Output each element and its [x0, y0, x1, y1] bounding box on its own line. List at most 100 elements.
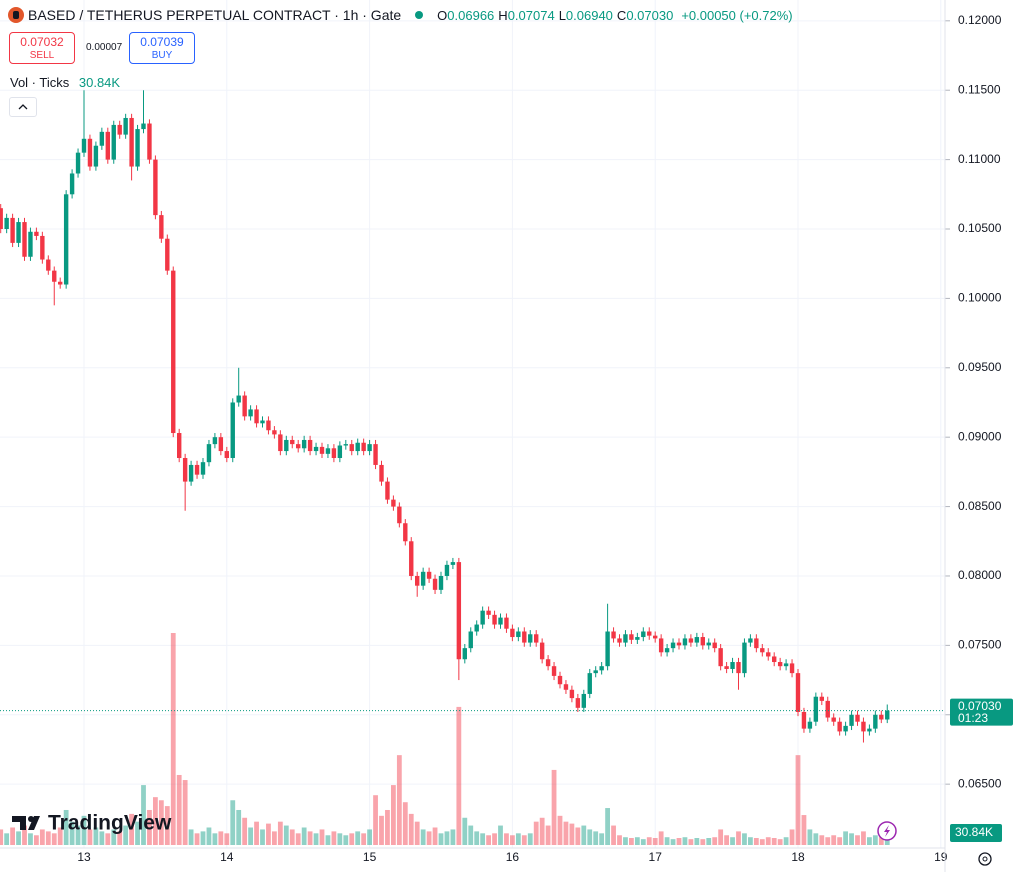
- candle-body: [688, 638, 694, 643]
- volume-bar: [545, 825, 551, 845]
- volume-bar: [765, 837, 771, 845]
- candle-body: [492, 614, 497, 625]
- volume-bar: [587, 829, 593, 845]
- symbol-title[interactable]: BASED / TETHERUS PERPETUAL CONTRACT · 1h…: [28, 7, 402, 23]
- volume-bar: [670, 839, 676, 845]
- volume-bar: [408, 813, 414, 845]
- volume-bar: [789, 829, 795, 845]
- volume-bar: [218, 831, 224, 845]
- candle-body: [10, 217, 15, 243]
- candle-body: [575, 698, 581, 708]
- volume-bar: [468, 825, 474, 845]
- x-tick-label: 19: [934, 850, 948, 864]
- volume-bar: [170, 633, 176, 845]
- volume-bar: [629, 837, 634, 845]
- candle-body: [22, 222, 27, 257]
- volume-bar: [617, 835, 622, 845]
- candle-body: [736, 662, 741, 674]
- ohlc-label: H: [498, 7, 508, 23]
- candle-body: [498, 617, 503, 625]
- volume-bar: [510, 835, 515, 845]
- candle-body: [28, 231, 33, 257]
- candle-body: [658, 638, 664, 653]
- volume-bar: [337, 833, 343, 845]
- candle-body: [284, 439, 289, 452]
- volume-bar: [813, 833, 819, 845]
- volume-bar: [861, 831, 866, 845]
- candle-body: [212, 437, 218, 445]
- candle-body: [403, 523, 408, 542]
- volume-bar: [486, 835, 491, 845]
- candle-body: [46, 259, 51, 271]
- sell-price: 0.07032: [20, 35, 64, 49]
- volume-bar: [135, 821, 140, 845]
- collapse-button[interactable]: [9, 97, 37, 117]
- x-tick-label: 14: [220, 850, 234, 864]
- candle-body: [129, 117, 134, 167]
- volume-bar: [819, 835, 825, 845]
- ohlc-value: 0.07074: [507, 7, 555, 23]
- volume-name: Vol · Ticks: [10, 75, 70, 90]
- candle-body: [224, 451, 229, 459]
- volume-bar: [325, 835, 331, 845]
- candle-body: [599, 666, 604, 671]
- ohlc-values: O0.06966 H0.07074 L0.06940 C0.07030: [433, 8, 673, 23]
- candle-body: [730, 662, 735, 669]
- volume-bar: [63, 809, 69, 845]
- ohlc-label: O: [437, 7, 448, 23]
- candle-body: [843, 725, 848, 732]
- candle-body: [777, 662, 783, 667]
- volume-bar: [289, 829, 295, 845]
- candle-body: [605, 631, 610, 667]
- volume-value-box: [950, 824, 1002, 843]
- volume-bar: [206, 827, 212, 845]
- volume-bar: [420, 829, 426, 845]
- y-tick-label: 0.10000: [958, 291, 1002, 305]
- settings-icon[interactable]: [978, 852, 992, 866]
- y-tick-label: 0.11000: [958, 152, 1001, 166]
- buy-button[interactable]: 0.07039 BUY: [129, 32, 195, 64]
- candle-body: [801, 711, 807, 729]
- candle-body: [706, 642, 711, 646]
- candle-body: [4, 217, 9, 230]
- volume-bar: [855, 835, 860, 845]
- candle-body: [831, 717, 836, 722]
- volume-bar: [593, 831, 599, 845]
- volume-pane: [0, 633, 890, 845]
- volume-bar: [87, 829, 93, 845]
- volume-bar: [646, 837, 652, 845]
- candle-body: [93, 145, 99, 167]
- volume-bar: [748, 837, 753, 845]
- candle-body: [63, 194, 69, 285]
- y-tick-label: 0.08500: [958, 499, 1002, 513]
- candle-body: [670, 642, 676, 649]
- candle-body: [165, 238, 170, 271]
- sell-button[interactable]: 0.07032 SELL: [9, 32, 75, 64]
- volume-bar: [640, 839, 646, 845]
- volume-bar: [676, 837, 682, 845]
- volume-bar: [706, 837, 712, 845]
- volume-bar: [521, 835, 527, 845]
- volume-bar: [515, 833, 521, 845]
- candle-body: [819, 696, 824, 701]
- volume-bar: [402, 802, 408, 845]
- volume-bar: [426, 831, 432, 845]
- candle-body: [117, 124, 122, 135]
- volume-bar: [313, 833, 319, 845]
- volume-bar: [682, 837, 688, 845]
- candle-body: [171, 270, 176, 434]
- candle-body: [361, 442, 366, 452]
- candle-body: [516, 631, 521, 638]
- candle-body: [867, 728, 872, 732]
- candle-body: [635, 637, 640, 640]
- volume-bar: [694, 837, 700, 845]
- volume-bar: [843, 831, 848, 845]
- market-status: [415, 11, 424, 19]
- buy-price: 0.07039: [140, 35, 184, 49]
- ohlc-value: 0.06940: [565, 7, 613, 23]
- candle-body: [242, 395, 247, 417]
- candle-body: [885, 710, 890, 720]
- volume-bar: [373, 795, 378, 845]
- alert-bolt: [884, 825, 890, 837]
